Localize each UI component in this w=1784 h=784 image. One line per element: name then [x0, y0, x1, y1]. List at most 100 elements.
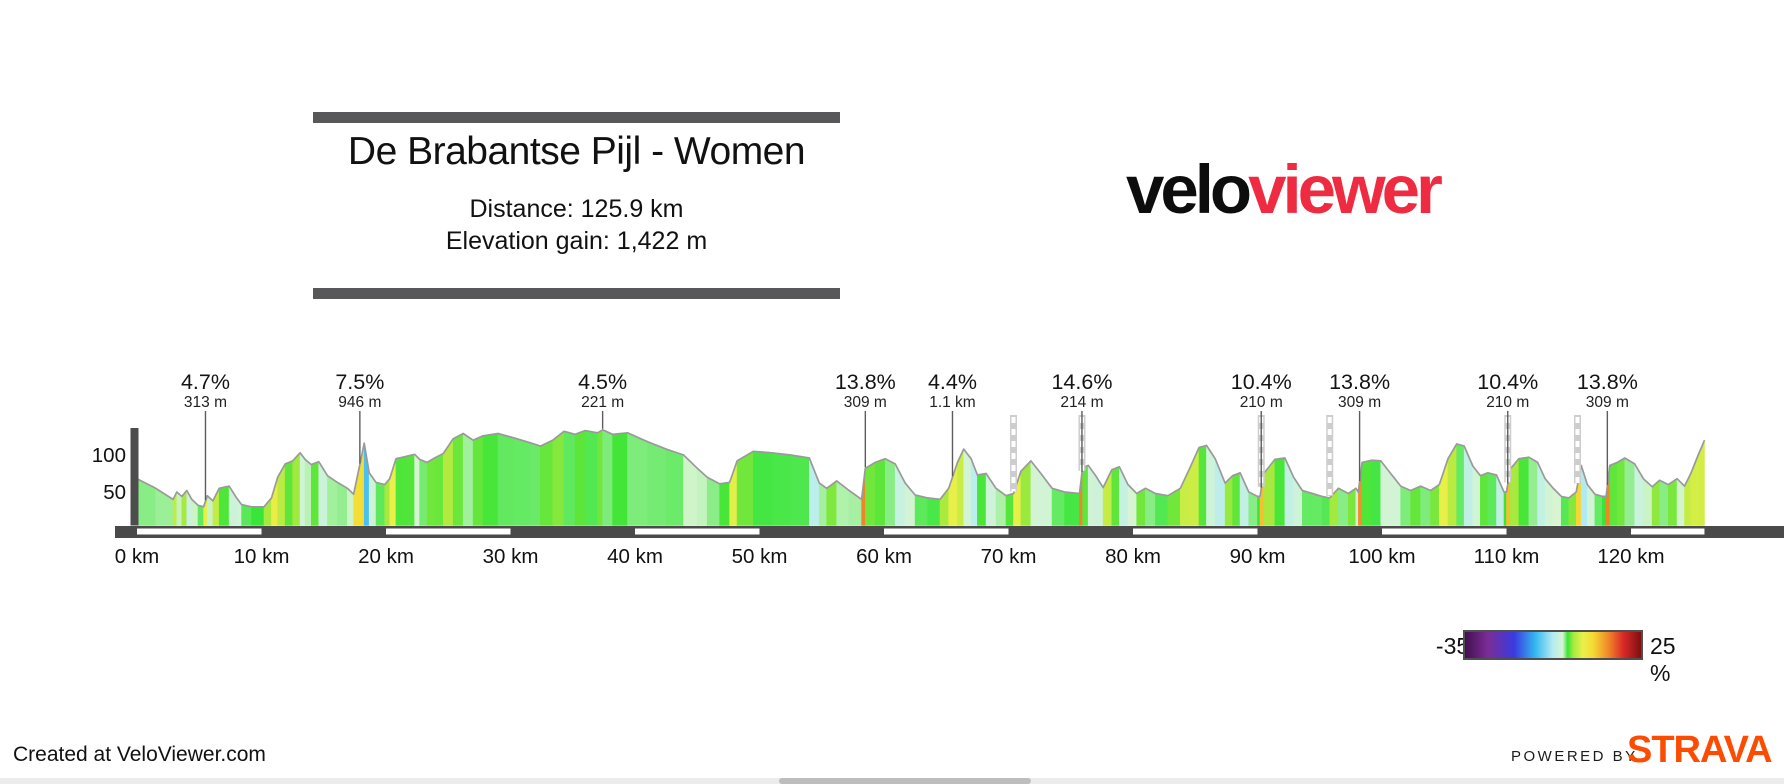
- elevation-area-segment: [310, 461, 320, 526]
- elevation-area-segment: [513, 437, 530, 526]
- x-tick-label: 40 km: [607, 545, 663, 568]
- title-rule-top: [313, 112, 840, 123]
- strava-logo: STRAVA: [1627, 729, 1773, 771]
- elevation-area-segment: [1410, 485, 1421, 526]
- elevation-area-segment: [1274, 457, 1286, 526]
- climb-grade-label: 4.4%: [928, 370, 977, 394]
- route-elevation-gain: Elevation gain: 1,422 m: [445, 227, 708, 255]
- climb-grade-label: 13.8%: [1329, 370, 1390, 394]
- elevation-area-segment: [540, 439, 554, 526]
- x-axis-10km-dash: [1631, 528, 1705, 535]
- elevation-area-segment: [277, 462, 286, 526]
- elevation-area-segment: [299, 451, 306, 526]
- elevation-area-segment: [627, 432, 648, 526]
- climb-grade-label: 4.5%: [578, 370, 627, 394]
- elevation-area-segment: [1503, 491, 1507, 526]
- powered-by-label: POWERED BY: [1511, 748, 1638, 765]
- elevation-area-segment: [434, 453, 444, 526]
- elevation-area-segment: [1263, 458, 1276, 526]
- climb-length-label: 309 m: [1586, 394, 1629, 411]
- elevation-area-segment: [1430, 484, 1440, 526]
- elevation-area-segment: [1518, 456, 1530, 526]
- climb-length-label: 309 m: [844, 394, 887, 411]
- elevation-area-segment: [1232, 472, 1241, 526]
- elevation-area-segment: [647, 441, 667, 526]
- x-tick-label: 70 km: [981, 545, 1037, 568]
- elevation-area-segment: [1051, 487, 1065, 526]
- elevation-area-segment: [818, 482, 828, 526]
- elevation-area-segment: [176, 491, 183, 526]
- elevation-area-segment: [977, 473, 987, 526]
- elevation-area-segment: [790, 454, 810, 526]
- climb-length-label: 214 m: [1060, 394, 1103, 411]
- elevation-area-segment: [1338, 487, 1349, 526]
- x-axis-10km-dash: [1382, 528, 1507, 535]
- elevation-area-segment: [497, 433, 515, 526]
- x-axis-10km-dash: [137, 528, 262, 535]
- elevation-area-segment: [1155, 493, 1169, 526]
- elevation-area-segment: [1624, 457, 1636, 526]
- x-axis-10km-dash: [635, 528, 760, 535]
- elevation-area-segment: [414, 453, 420, 526]
- elevation-area-segment: [1390, 472, 1401, 526]
- climb-length-label: 946 m: [338, 394, 381, 411]
- y-tick-label: 100: [92, 444, 126, 467]
- elevation-area-segment: [1082, 464, 1089, 526]
- elevation-area-segment: [472, 435, 484, 526]
- elevation-area-segment: [1136, 487, 1146, 526]
- legend-gradient-bar: [1463, 630, 1643, 660]
- elevation-area-segment: [574, 430, 586, 526]
- elevation-area-segment: [1487, 472, 1497, 526]
- elevation-area-segment: [1302, 490, 1313, 526]
- elevation-area-segment: [706, 476, 720, 526]
- x-tick-label: 30 km: [483, 545, 539, 568]
- elevation-outline: [136, 428, 1706, 508]
- elevation-area-segment: [241, 504, 252, 526]
- elevation-area-segment: [197, 504, 204, 526]
- elevation-area-segment: [1311, 493, 1323, 526]
- elevation-area-segment: [1361, 459, 1373, 526]
- elevation-area-segment: [752, 450, 773, 526]
- elevation-area-segment: [482, 433, 499, 526]
- elevation-area-segment: [1145, 487, 1156, 526]
- elevation-area-segment: [874, 458, 886, 526]
- elevation-area-segment: [563, 430, 576, 526]
- climb-grade-label: 7.5%: [335, 370, 384, 394]
- elevation-area-segment: [1552, 486, 1562, 526]
- x-tick-label: 110 km: [1474, 545, 1540, 568]
- x-tick-label: 50 km: [732, 545, 788, 568]
- elevation-area-segment: [1617, 457, 1626, 526]
- elevation-area-segment: [602, 429, 613, 526]
- x-tick-label: 60 km: [856, 545, 912, 568]
- climb-length-label: 210 m: [1486, 394, 1529, 411]
- elevation-area-segment: [736, 450, 754, 526]
- scrollbar-thumb[interactable]: [779, 778, 1031, 784]
- elevation-area-segment: [1005, 493, 1014, 526]
- elevation-area-segment: [1127, 483, 1138, 526]
- climb-grade-label: 13.8%: [835, 370, 896, 394]
- elevation-area-segment: [405, 453, 415, 526]
- elevation-area-segment: [836, 480, 850, 526]
- elevation-area-segment: [284, 460, 293, 526]
- elevation-area-segment: [419, 458, 428, 526]
- elevation-area-segment: [963, 448, 972, 526]
- veloviewer-logo: veloviewer: [1126, 150, 1443, 229]
- elevation-area-segment: [1257, 496, 1261, 526]
- elevation-area-segment: [318, 460, 328, 526]
- climb-length-label: 221 m: [581, 394, 624, 411]
- x-axis-10km-dash: [386, 528, 511, 535]
- elevation-area-segment: [327, 475, 338, 526]
- elevation-area-segment: [1348, 487, 1357, 526]
- elevation-area-segment: [1668, 478, 1678, 526]
- elevation-area-segment: [771, 452, 791, 526]
- elevation-area-segment: [1456, 443, 1465, 526]
- route-distance: Distance: 125.9 km: [469, 195, 684, 223]
- elevation-area-segment: [914, 494, 928, 526]
- elevation-area-segment: [528, 442, 541, 526]
- elevation-area-segment: [1198, 444, 1207, 526]
- y-tick-label: 50: [103, 481, 126, 504]
- elevation-area-segment: [665, 448, 684, 526]
- elevation-area-segment: [927, 497, 941, 526]
- veloviewer-logo-viewer: viewer: [1248, 151, 1443, 228]
